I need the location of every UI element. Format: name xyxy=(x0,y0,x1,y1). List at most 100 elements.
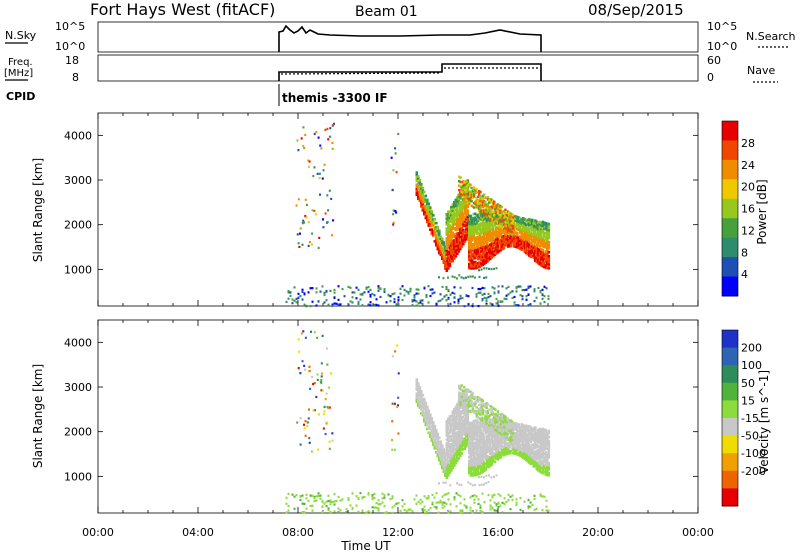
data-cell xyxy=(512,437,514,439)
data-cell xyxy=(311,376,313,378)
colorbar-tick-label: 24 xyxy=(741,159,755,172)
data-cell xyxy=(482,400,484,402)
data-cell xyxy=(418,293,420,295)
data-cell xyxy=(480,504,482,506)
freq-tick-bottom: 8 xyxy=(72,71,79,84)
data-cell xyxy=(487,403,489,405)
data-cell xyxy=(376,507,378,509)
data-cell xyxy=(346,511,348,513)
data-cell xyxy=(444,502,446,504)
data-cell xyxy=(330,372,332,374)
data-cell xyxy=(423,191,426,194)
data-cell xyxy=(364,291,366,293)
data-cell xyxy=(429,206,432,209)
data-cell xyxy=(493,201,495,203)
data-cell xyxy=(456,482,458,484)
data-cell xyxy=(512,430,514,432)
colorbar-cell xyxy=(722,471,738,489)
station-title: Fort Hays West (fitACF) xyxy=(90,0,275,19)
data-cell xyxy=(472,495,474,497)
data-cell xyxy=(288,298,290,300)
data-cell xyxy=(325,433,327,435)
data-cell xyxy=(338,299,340,301)
data-cell xyxy=(318,300,320,302)
data-cell xyxy=(332,440,334,442)
data-cell xyxy=(456,492,458,494)
data-cell xyxy=(476,296,478,298)
data-cell xyxy=(328,507,330,509)
data-cell xyxy=(498,285,500,287)
cpid-text: themis -3300 IF xyxy=(282,91,388,105)
data-cell xyxy=(447,277,449,279)
data-cell xyxy=(300,499,302,501)
data-cell xyxy=(390,300,392,302)
data-cell xyxy=(394,350,396,352)
data-cell xyxy=(534,288,536,290)
data-cell xyxy=(466,506,468,508)
data-cell xyxy=(432,292,434,294)
data-cell xyxy=(318,137,320,139)
data-cell xyxy=(374,497,376,499)
data-cell xyxy=(296,298,298,300)
data-cell xyxy=(496,503,498,505)
data-cell xyxy=(548,430,551,433)
data-cell xyxy=(318,492,320,494)
colorbar-cell xyxy=(722,257,738,277)
data-cell xyxy=(483,277,485,279)
data-cell xyxy=(506,428,508,430)
nsky-tick-top: 10^5 xyxy=(55,20,85,33)
data-cell xyxy=(490,499,492,501)
nave-tick-top: 60 xyxy=(707,54,721,67)
data-cell xyxy=(327,138,329,140)
data-cell xyxy=(327,406,329,408)
data-cell xyxy=(472,408,474,410)
data-cell xyxy=(534,300,536,302)
data-cell xyxy=(326,501,328,503)
data-cell xyxy=(362,497,364,499)
data-cell xyxy=(334,289,336,291)
data-cell xyxy=(472,484,474,486)
data-cell xyxy=(506,287,508,289)
freq-label-2: [MHz] xyxy=(4,68,33,79)
data-cell xyxy=(297,233,299,235)
data-cell xyxy=(397,432,399,434)
data-cell xyxy=(319,173,321,175)
data-cell xyxy=(542,509,544,511)
data-cell xyxy=(296,494,298,496)
data-cell xyxy=(438,482,440,484)
data-cell xyxy=(488,474,490,476)
data-cell xyxy=(322,177,324,179)
data-cell xyxy=(440,500,442,502)
data-cell xyxy=(494,292,496,294)
data-cell xyxy=(331,142,333,144)
data-cell xyxy=(416,171,419,174)
colorbar-cell xyxy=(722,121,738,141)
data-cell xyxy=(424,495,426,497)
data-cell xyxy=(304,369,306,371)
data-cell xyxy=(308,437,310,439)
data-cell xyxy=(370,301,372,303)
data-cell xyxy=(301,332,303,334)
colorbar-cell xyxy=(722,348,738,366)
data-cell xyxy=(452,275,454,277)
data-cell xyxy=(474,484,476,486)
data-cell xyxy=(461,396,463,398)
data-cell xyxy=(338,496,340,498)
data-cell xyxy=(516,498,518,500)
date-title: 08/Sep/2015 xyxy=(588,1,684,19)
data-cell xyxy=(483,267,485,269)
data-cell xyxy=(473,186,475,188)
data-cell xyxy=(544,286,546,288)
data-cell xyxy=(312,383,314,385)
data-cell xyxy=(290,295,292,297)
data-cell xyxy=(478,269,480,271)
data-cell xyxy=(496,218,498,220)
data-cell xyxy=(434,506,436,508)
data-cell xyxy=(446,294,448,296)
data-cell xyxy=(492,411,494,413)
data-cell xyxy=(302,360,304,362)
data-cell xyxy=(306,494,308,496)
data-cell xyxy=(319,145,321,147)
data-cell xyxy=(474,502,476,504)
data-cell xyxy=(327,209,329,211)
